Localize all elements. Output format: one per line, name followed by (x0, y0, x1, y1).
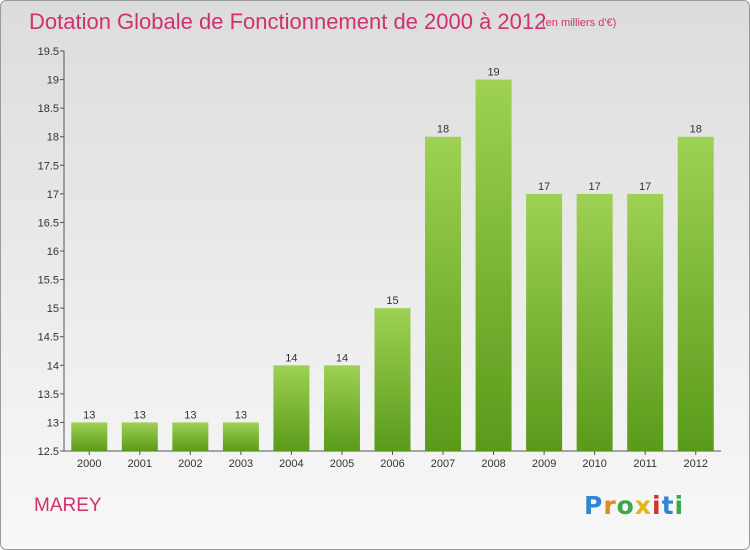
bar-2001[interactable] (121, 422, 158, 451)
bar-2009[interactable] (526, 193, 563, 451)
y-tick-label: 12.5 (38, 446, 59, 458)
bar-2002[interactable] (172, 422, 209, 451)
x-tick-label: 2003 (229, 458, 253, 470)
x-tick-label: 2007 (431, 458, 455, 470)
chart-title: Dotation Globale de Fonctionnement de 20… (29, 9, 547, 34)
y-tick-label: 18 (47, 132, 59, 144)
bar-value-label: 13 (134, 409, 146, 421)
bar-value-label: 18 (437, 124, 449, 136)
bar-value-label: 13 (83, 409, 95, 421)
x-tick-label: 2006 (380, 458, 404, 470)
y-tick-label: 14.5 (38, 332, 59, 344)
bar-2003[interactable] (222, 422, 259, 451)
bar-value-label: 15 (386, 295, 398, 307)
chart-unit-note: (en milliers d'€) (542, 17, 617, 29)
x-tick-label: 2008 (481, 458, 505, 470)
y-tick-label: 17 (47, 189, 59, 201)
bar-2006[interactable] (374, 308, 411, 451)
x-tick-label: 2005 (330, 458, 354, 470)
bar-2010[interactable] (576, 193, 613, 451)
bar-value-label: 13 (184, 409, 196, 421)
bar-2005[interactable] (323, 365, 360, 451)
y-tick-label: 13.5 (38, 389, 59, 401)
x-tick-label: 2011 (633, 458, 657, 470)
y-tick-label: 17.5 (38, 160, 59, 172)
x-tick-label: 2009 (532, 458, 556, 470)
bar-value-label: 13 (235, 409, 247, 421)
bar-2000[interactable] (71, 422, 108, 451)
x-tick-label: 2001 (128, 458, 152, 470)
proxiti-logo[interactable]: Proxiti (584, 491, 685, 520)
y-tick-label: 15 (47, 303, 59, 315)
bar-value-label: 14 (336, 352, 348, 364)
x-tick-label: 2000 (77, 458, 101, 470)
bar-2007[interactable] (425, 136, 462, 451)
x-tick-label: 2010 (582, 458, 606, 470)
x-tick-label: 2012 (683, 458, 707, 470)
y-tick-label: 15.5 (38, 275, 59, 287)
bar-2008[interactable] (475, 79, 512, 452)
commune-name: MAREY (34, 495, 102, 516)
bar-value-label: 17 (639, 181, 651, 193)
x-tick-label: 2002 (178, 458, 202, 470)
y-tick-label: 16.5 (38, 217, 59, 229)
bar-value-label: 17 (538, 181, 550, 193)
bar-2011[interactable] (627, 193, 664, 451)
bar-value-label: 14 (285, 352, 297, 364)
y-tick-label: 13 (47, 417, 59, 429)
x-tick-label: 2004 (279, 458, 303, 470)
y-tick-label: 14 (47, 360, 59, 372)
y-tick-label: 19 (47, 75, 59, 87)
bar-value-label: 17 (589, 181, 601, 193)
y-tick-label: 16 (47, 246, 59, 258)
y-tick-label: 18.5 (38, 103, 59, 115)
bar-2012[interactable] (677, 136, 714, 451)
y-tick-label: 19.5 (38, 46, 59, 58)
bar-2004[interactable] (273, 365, 310, 451)
bar-value-label: 18 (690, 124, 702, 136)
bar-value-label: 19 (487, 67, 499, 79)
